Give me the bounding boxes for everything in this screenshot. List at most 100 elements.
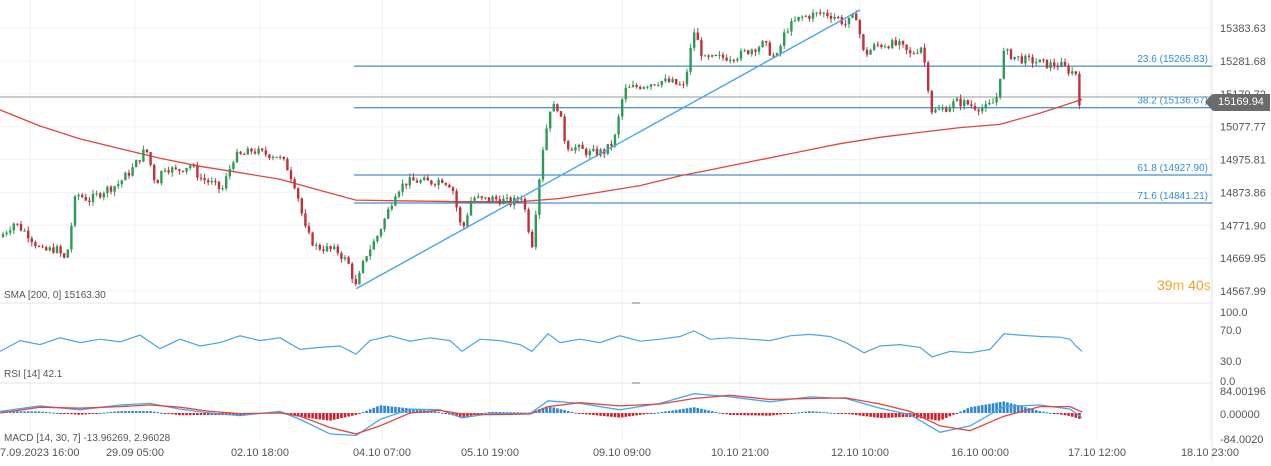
macd-histogram-bar (293, 413, 296, 416)
macd-histogram-bar (376, 406, 379, 413)
candle-body (1056, 66, 1059, 68)
candle-body (275, 156, 278, 158)
macd-histogram-bar (102, 412, 106, 414)
candle-body (487, 197, 491, 201)
candle-body (372, 241, 375, 250)
macd-histogram-bar (350, 413, 354, 416)
candle-body (16, 223, 19, 225)
macd-histogram-bar (923, 413, 926, 419)
candle-body (963, 100, 966, 107)
time-tick-label: 7.09.2023 16:00 (0, 447, 80, 459)
macd-histogram-bar (808, 411, 811, 413)
candle-body (246, 148, 249, 155)
candle-body (855, 13, 858, 21)
candle-body (729, 59, 732, 61)
macd-histogram-bar (487, 412, 491, 414)
candle-body (736, 58, 739, 61)
macd-histogram-bar (656, 412, 660, 414)
candle-body (657, 84, 660, 86)
candle-body (462, 222, 465, 227)
candle-body (369, 249, 372, 257)
panel-resize-handle (632, 382, 640, 384)
macd-histogram-bar (480, 413, 484, 414)
macd-histogram-bar (815, 411, 818, 413)
macd-histogram-bar (1006, 402, 1009, 413)
macd-histogram-bar (721, 413, 725, 414)
candle-body (286, 158, 289, 171)
macd-histogram-bar (811, 411, 815, 413)
macd-histogram-bar (386, 406, 390, 413)
macd-histogram-bar (12, 411, 16, 413)
macd-histogram-bar (775, 413, 779, 415)
macd-histogram-bar (116, 411, 120, 413)
candle-body (358, 272, 361, 285)
macd-histogram-bar (782, 413, 786, 415)
candle-body (635, 85, 638, 87)
macd-histogram-bar (998, 402, 1002, 413)
candle-body (293, 179, 296, 189)
macd-histogram-bar (743, 413, 746, 416)
macd-histogram-bar (437, 412, 440, 414)
candle-body (696, 32, 699, 41)
macd-histogram-bar (286, 413, 289, 414)
candle-body (1038, 59, 1041, 63)
candle-body (473, 197, 476, 201)
macd-histogram-bar (124, 411, 127, 413)
candle-body (192, 165, 195, 167)
candle-body (577, 144, 581, 148)
candle-body (149, 152, 152, 165)
candle-body (387, 209, 390, 219)
candle-body (693, 32, 696, 48)
macd-histogram-bar (127, 411, 131, 413)
macd-histogram-bar (55, 412, 59, 414)
candle-body (984, 104, 987, 108)
candle-body (289, 170, 293, 180)
macd-histogram-bar (818, 411, 822, 413)
candles (1, 8, 1081, 287)
candle-body (347, 257, 350, 264)
macd-histogram-bar (995, 402, 998, 413)
candle-body (469, 200, 473, 216)
macd-histogram-bar (185, 413, 188, 416)
macd-histogram-bar (95, 413, 98, 414)
macd-histogram-bar (880, 413, 883, 418)
candle-body (552, 104, 555, 112)
candle-body (1060, 61, 1063, 67)
macd-histogram-bar (505, 412, 509, 414)
macd-histogram-bar (30, 411, 34, 413)
macd-histogram-bar (768, 413, 772, 416)
macd-histogram-bar (988, 403, 991, 413)
macd-histogram-bar (1016, 405, 1020, 413)
macd-histogram-bar (959, 411, 962, 413)
macd-histogram-bar (329, 413, 332, 421)
macd-histogram-bar (732, 413, 736, 416)
time-tick-label: 05.10 19:00 (461, 447, 519, 459)
candle-body (754, 49, 757, 52)
macd-histogram-bar (1052, 413, 1056, 414)
candle-body (718, 54, 721, 56)
sma-200-line (0, 98, 1083, 203)
macd-histogram-bar (876, 413, 880, 418)
candle-body (743, 50, 746, 52)
macd-histogram-bar (970, 406, 973, 413)
macd-histogram-bar (84, 413, 88, 415)
macd-histogram-bar (692, 407, 696, 413)
candle-body (765, 41, 768, 43)
candle-body (253, 151, 257, 154)
macd-histogram-bar (934, 413, 937, 421)
candle-body (390, 205, 393, 210)
macd-histogram-bar (73, 413, 77, 415)
candle-body (250, 148, 253, 152)
candle-body (865, 49, 869, 55)
candle-body (973, 105, 977, 110)
panel-resize-handle (632, 302, 640, 304)
macd-histogram-bar (347, 413, 350, 417)
macd-tick-label: -84.0020 (1220, 434, 1263, 446)
candle-body (721, 54, 725, 58)
macd-histogram-bar (394, 406, 397, 413)
candle-body (678, 84, 681, 86)
indicator-labels: SMA [200, 0] 15163.30 RSI [14] 42.1 MACD [… (4, 290, 171, 444)
fib-level-label: 61.8 (14927.90) (1137, 163, 1208, 174)
macd-histogram-bar (610, 413, 613, 417)
